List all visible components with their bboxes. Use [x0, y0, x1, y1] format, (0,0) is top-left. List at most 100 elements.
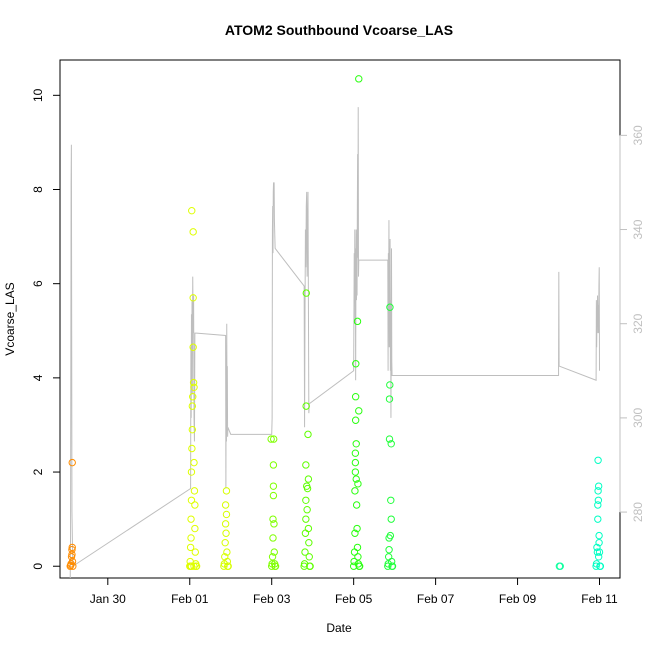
data-point	[188, 444, 196, 453]
data-point	[68, 546, 76, 554]
data-point	[351, 487, 359, 495]
data-point	[353, 524, 361, 533]
data-point	[304, 430, 312, 439]
data-point	[223, 548, 231, 556]
data-point	[187, 515, 195, 523]
data-point	[69, 562, 77, 570]
chart-title: ATOM2 Southbound Vcoarse_LAS	[225, 22, 453, 38]
y-tick-label: 2	[31, 468, 45, 475]
data-point	[190, 562, 198, 570]
right-y-axis: 280 300 320 340 360	[619, 125, 645, 522]
data-point	[387, 515, 395, 523]
x-tick-label: Feb 07	[417, 592, 455, 606]
data-point	[387, 440, 395, 448]
data-point	[302, 289, 310, 297]
data-point	[302, 515, 310, 523]
data-point	[189, 228, 197, 236]
data-point	[269, 515, 277, 523]
point-series-4	[267, 435, 280, 570]
data-point	[384, 553, 393, 561]
data-point	[352, 440, 360, 448]
data-point	[385, 395, 394, 403]
data-point	[595, 531, 603, 540]
data-point	[385, 435, 394, 443]
data-point	[304, 524, 313, 533]
point-series-5	[300, 289, 314, 570]
data-point	[351, 393, 360, 401]
data-point	[271, 562, 280, 570]
data-point	[188, 206, 196, 215]
x-axis-label: Date	[326, 621, 352, 635]
data-point	[191, 501, 199, 509]
data-point	[187, 468, 196, 476]
right-axis-line-layer	[69, 107, 601, 579]
data-point	[594, 553, 603, 561]
data-point	[305, 538, 313, 547]
x-axis: Jan 30 Feb 01 Feb 03 Feb 05 Feb 07 Feb 09 Feb …	[90, 577, 618, 606]
right-y-tick-label: 320	[631, 313, 645, 333]
data-point	[351, 449, 360, 457]
point-series-9	[592, 456, 605, 570]
data-point	[386, 531, 395, 540]
data-point	[353, 317, 362, 326]
data-point	[388, 562, 397, 570]
point-series-8	[555, 562, 564, 570]
data-point	[351, 529, 359, 537]
y-tick-label: 10	[31, 88, 45, 102]
data-point	[269, 534, 277, 542]
y-tick-label: 4	[31, 374, 45, 381]
right-y-tick-label: 360	[631, 125, 645, 145]
x-tick-label: Feb 09	[499, 592, 537, 606]
data-point	[270, 435, 278, 443]
data-point	[222, 487, 231, 495]
data-point	[221, 501, 230, 509]
data-point	[556, 562, 564, 570]
data-point	[352, 360, 360, 368]
data-point	[303, 506, 311, 514]
data-point	[351, 468, 360, 476]
data-point	[270, 520, 278, 528]
data-point	[269, 491, 278, 500]
data-point	[352, 475, 360, 483]
data-point	[187, 562, 196, 570]
data-point	[594, 515, 602, 523]
right-y-tick-label: 340	[631, 219, 645, 239]
data-point	[68, 557, 77, 566]
data-point	[594, 487, 602, 495]
data-point	[269, 482, 278, 490]
data-point	[352, 501, 361, 509]
data-point	[387, 496, 395, 504]
data-point	[351, 458, 360, 467]
data-point	[189, 343, 197, 351]
data-point	[68, 458, 76, 467]
data-point	[385, 546, 393, 554]
data-point	[221, 520, 230, 528]
data-point	[305, 553, 313, 561]
data-point	[190, 383, 198, 391]
data-point	[191, 548, 200, 556]
data-point	[189, 378, 198, 387]
data-point	[223, 557, 232, 566]
point-series-2	[186, 206, 201, 570]
right-axis-series-line	[69, 107, 601, 579]
point-series-6	[349, 75, 364, 570]
data-point	[355, 562, 364, 570]
data-point	[593, 548, 602, 556]
data-point	[68, 550, 76, 559]
x-tick-label: Feb 11	[581, 592, 618, 606]
data-point	[221, 538, 229, 547]
data-point	[187, 496, 196, 504]
data-point	[267, 435, 275, 443]
data-point	[302, 496, 310, 504]
data-point	[355, 75, 363, 83]
data-point	[189, 294, 197, 302]
x-tick-label: Feb 01	[171, 592, 209, 606]
data-point	[386, 303, 394, 311]
data-point	[387, 557, 396, 566]
point-series-1	[66, 458, 77, 570]
y-tick-label: 0	[31, 563, 45, 570]
data-point	[222, 529, 230, 537]
data-point	[354, 553, 362, 561]
data-point	[188, 402, 197, 410]
